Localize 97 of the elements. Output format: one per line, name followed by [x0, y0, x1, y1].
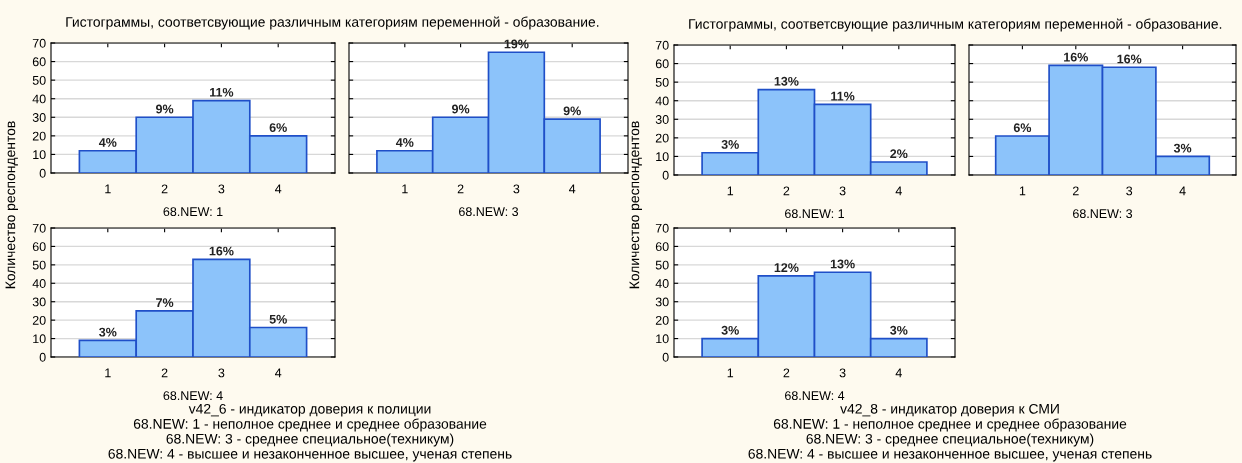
annotation: 9%	[452, 104, 470, 114]
x-tick-label: 2	[1072, 186, 1079, 196]
y-tick-label: 70	[32, 223, 46, 233]
annotation: 3%	[99, 327, 117, 337]
annotation: 11%	[210, 87, 234, 97]
text: v42_6 - индикатор доверия к полиции	[188, 403, 431, 417]
text: 68.NEW: 4 - высшее и незаконченное высшее, ученая степень	[108, 448, 512, 462]
x-tick-label: 2	[161, 184, 168, 194]
y-tick-label: 50	[32, 75, 46, 85]
x-axis-title: 68.NEW: 3	[1073, 209, 1133, 219]
x-tick-label: 3	[1126, 186, 1133, 196]
chart-title: Гистограммы, соответсвующие различным категориям переменной - образование.	[689, 18, 1222, 32]
annotation: 3%	[890, 325, 908, 335]
y-tick-label: 40	[655, 279, 669, 288]
y-axis-title: Количество респондентов	[5, 121, 18, 289]
x-axis-title: 68.NEW: 1	[785, 209, 844, 219]
y-tick-label: 20	[655, 133, 669, 143]
y-tick-label: 30	[655, 115, 669, 124]
x-tick-label: 4	[275, 368, 282, 378]
x-tick-label: 4	[895, 368, 902, 378]
y-tick-label: 30	[32, 113, 46, 122]
x-tick-label: 3	[513, 184, 520, 194]
annotation: 6%	[269, 123, 287, 132]
y-tick-label: 60	[655, 59, 669, 69]
text: 68.NEW: 1 - неполное среднее и среднее образование	[133, 418, 487, 432]
annotation: 12%	[774, 263, 799, 273]
y-tick-label: 20	[32, 315, 46, 325]
x-tick-label: 1	[105, 368, 111, 378]
annotation: 3%	[1173, 143, 1192, 153]
y-tick-label: 10	[656, 334, 669, 344]
x-tick-label: 3	[218, 368, 225, 378]
y-tick-label: 50	[655, 77, 669, 87]
x-tick-label: 2	[783, 368, 790, 378]
y-tick-label: 50	[655, 260, 669, 270]
chart-title: Гистограммы, соответсвующие различным категориям переменной - образование.	[66, 16, 599, 30]
y-tick-label: 70	[655, 223, 669, 233]
y-tick-label: 20	[655, 315, 669, 325]
annotation: 16%	[1064, 52, 1088, 62]
annotation: 16%	[209, 246, 234, 256]
y-tick-label: 30	[655, 297, 669, 307]
y-tick-label: 0	[39, 168, 46, 178]
y-tick-label: 10	[33, 334, 46, 344]
x-tick-label: 2	[457, 184, 464, 194]
text: 68.NEW: 1 - неполное среднее и среднее образование	[773, 418, 1127, 432]
annotation: 4%	[98, 138, 117, 147]
x-tick-label: 2	[161, 368, 168, 378]
y-tick-label: 10	[33, 150, 46, 160]
y-tick-label: 0	[662, 352, 669, 362]
x-tick-label: 1	[105, 184, 111, 194]
y-tick-label: 10	[656, 152, 669, 162]
annotation: 7%	[156, 298, 174, 308]
x-tick-label: 3	[839, 186, 846, 196]
annotation: 2%	[890, 149, 908, 159]
y-axis-title: Количество респондентов	[629, 121, 642, 289]
annotation: 5%	[269, 314, 287, 324]
x-tick-label: 1	[727, 368, 734, 378]
x-tick-label: 4	[1179, 186, 1186, 196]
text: v42_8 - индикатор доверия к СМИ	[840, 403, 1059, 417]
y-tick-label: 40	[32, 94, 46, 104]
annotation: 9%	[563, 106, 581, 116]
y-tick-label: 60	[32, 242, 46, 252]
annotation: 13%	[830, 259, 855, 269]
annotation: 3%	[721, 140, 739, 149]
annotation: 13%	[774, 76, 799, 86]
annotation: 11%	[831, 91, 855, 101]
y-tick-label: 20	[32, 131, 46, 141]
y-tick-label: 40	[32, 279, 46, 288]
x-tick-label: 1	[402, 184, 408, 194]
x-tick-label: 2	[783, 186, 790, 196]
annotation: 16%	[1117, 54, 1142, 64]
y-tick-label: 50	[32, 260, 46, 270]
y-tick-label: 60	[655, 242, 669, 252]
x-axis-title: 68.NEW: 1	[163, 207, 223, 217]
x-tick-label: 1	[727, 186, 734, 196]
annotation: 9%	[156, 104, 174, 114]
y-tick-label: 40	[655, 96, 669, 106]
annotation: 3%	[721, 325, 739, 335]
y-tick-label: 30	[32, 297, 46, 307]
x-tick-label: 1	[1019, 186, 1026, 196]
annotation: 6%	[1013, 123, 1032, 133]
x-tick-label: 3	[839, 368, 846, 378]
x-tick-label: 4	[275, 184, 282, 194]
y-tick-label: 70	[655, 40, 669, 50]
x-tick-label: 4	[569, 184, 576, 194]
text: 68.NEW: 3 - среднее специальное(техникум)	[166, 433, 454, 447]
y-tick-label: 70	[32, 38, 46, 48]
annotation: 4%	[395, 138, 414, 147]
text: 68.NEW: 4 - высшее и незаконченное высшее, ученая степень	[748, 448, 1152, 462]
text: 68.NEW: 3 - среднее специальное(техникум)	[806, 433, 1094, 447]
x-axis-title: 68.NEW: 3	[459, 207, 519, 217]
y-tick-label: 60	[32, 57, 46, 67]
x-tick-label: 4	[895, 186, 902, 196]
y-tick-label: 0	[39, 352, 46, 362]
x-axis-title: 68.NEW: 4	[163, 391, 223, 401]
x-tick-label: 3	[218, 184, 225, 194]
y-tick-label: 0	[662, 170, 669, 180]
x-axis-title: 68.NEW: 4	[785, 391, 845, 401]
